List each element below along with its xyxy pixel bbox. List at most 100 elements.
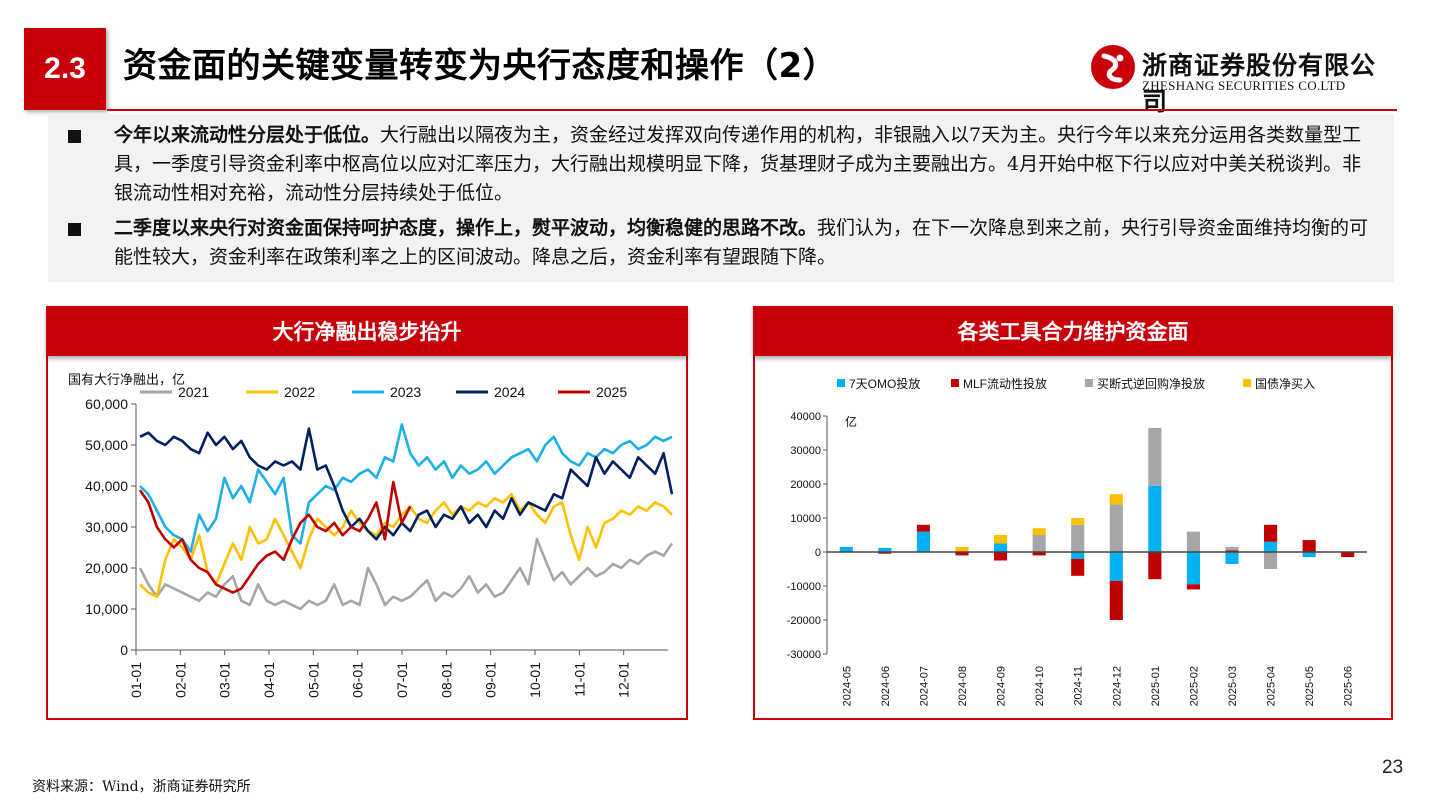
bar-segment-2024-09-MLF流动性投放 — [994, 552, 1008, 561]
line-chart-x-tick-label: 08-01 — [438, 662, 454, 698]
bar-segment-2025-02-买断式逆回购净投放 — [1186, 531, 1200, 552]
line-chart-x-tick-label: 07-01 — [394, 662, 410, 698]
section-number-badge: 2.3 — [24, 28, 106, 110]
bar-segment-2024-06-7天OMO投放 — [878, 547, 892, 552]
bullet-2-headline: 二季度以来央行对资金面保持呵护态度，操作上，熨平波动，均衡稳健的思路不改。 — [114, 217, 818, 239]
bar-segment-2025-02-MLF流动性投放 — [1186, 584, 1200, 590]
line-chart-y-tick-label: 20,000 — [85, 560, 128, 576]
line-series-2025 — [138, 480, 412, 594]
legend-label-7天OMO投放: 7天OMO投放 — [849, 376, 920, 391]
legend-swatch-7天OMO投放 — [837, 379, 845, 387]
zheshang-logo-icon — [1091, 45, 1135, 89]
legend-label-MLF流动性投放: MLF流动性投放 — [963, 376, 1047, 391]
bar-chart-y-tick-label: -20000 — [787, 615, 821, 627]
bar-chart-x-tick-label: 2025-02 — [1188, 666, 1200, 706]
bar-segment-2024-10-国债净买入 — [1032, 528, 1046, 535]
bullet-point-1: 今年以来流动性分层处于低位。大行融出以隔夜为主，资金经过发挥双向传递作用的机构，… — [68, 121, 1374, 208]
line-series-2021 — [138, 538, 674, 611]
bar-segment-2025-04-MLF流动性投放 — [1264, 524, 1278, 542]
bar-segment-2025-05-MLF流动性投放 — [1302, 540, 1316, 552]
header-divider — [107, 109, 1397, 111]
line-chart-x-tick-label: 02-01 — [172, 662, 188, 698]
bar-segment-2024-10-买断式逆回购净投放 — [1032, 535, 1046, 552]
bar-segment-2024-11-国债净买入 — [1071, 518, 1085, 525]
bar-chart-x-tick-label: 2024-05 — [841, 666, 853, 706]
line-series-2024 — [139, 427, 674, 541]
line-chart-x-tick-label: 04-01 — [261, 662, 277, 698]
line-chart-y-tick-label: 0 — [120, 642, 128, 658]
line-chart-x-tick-label: 09-01 — [483, 662, 499, 698]
bar-chart-y-tick-label: 10000 — [790, 513, 821, 525]
bar-chart-y-tick-label: 40000 — [790, 411, 821, 423]
bar-chart-x-tick-label: 2025-06 — [1343, 666, 1355, 706]
bar-chart-x-tick-label: 2025-04 — [1266, 666, 1278, 706]
bar-chart-x-tick-label: 2024-09 — [996, 666, 1008, 706]
line-chart-ylabel: 国有大行净融出，亿 — [68, 372, 185, 387]
large-bank-net-lending-line-chart: 国有大行净融出，亿 60,000 50,000 40,000 30,000 20,000 1… — [68, 372, 674, 698]
line-chart-x-tick-label: 01-01 — [128, 662, 144, 698]
bar-segment-2025-05-7天OMO投放 — [1302, 552, 1316, 558]
bar-chart-x-tick-label: 2025-01 — [1150, 666, 1162, 706]
line-chart-y-tick-label: 50,000 — [85, 437, 128, 453]
right-chart-title: 各类工具合力维护资金面 — [753, 306, 1393, 356]
right-chart-panel: 各类工具合力维护资金面 7天OMO投放 MLF流动性投放 买断式逆回购净投放 国债净买… — [753, 306, 1393, 720]
summary-panel: 今年以来流动性分层处于低位。大行融出以隔夜为主，资金经过发挥双向传递作用的机构，… — [48, 114, 1394, 282]
legend-label-2025: 2025 — [596, 384, 627, 400]
line-chart-y-tick-label: 40,000 — [85, 478, 128, 494]
logo-english-name: ZHESHANG SECURITIES CO.LTD — [1142, 78, 1346, 93]
legend-swatch-买断式逆回购净投放 — [1085, 379, 1093, 387]
page-title: 资金面的关键变量转变为央行态度和操作（2） — [123, 46, 838, 86]
bar-segment-2024-08-MLF流动性投放 — [955, 552, 969, 556]
bar-chart-ylabel: 亿 — [845, 414, 857, 429]
line-chart-x-tick-label: 11-01 — [571, 662, 587, 697]
line-chart-x-tick-label: 06-01 — [350, 662, 366, 698]
bar-segment-2024-12-国债净买入 — [1109, 494, 1123, 505]
bar-segment-2024-08-国债净买入 — [955, 546, 969, 552]
bullet-1-headline: 今年以来流动性分层处于低位。 — [114, 124, 381, 146]
bar-chart-x-tick-label: 2025-03 — [1227, 666, 1239, 706]
bar-segment-2025-03-买断式逆回购净投放 — [1225, 546, 1239, 551]
line-chart-x-tick-label: 12-01 — [616, 662, 632, 698]
bar-chart-y-tick-label: 30000 — [790, 445, 821, 457]
line-series-2023 — [139, 423, 673, 553]
bar-segment-2024-07-MLF流动性投放 — [916, 524, 930, 532]
bar-segment-2025-01-7天OMO投放 — [1148, 485, 1162, 552]
left-chart-title: 大行净融出稳步抬升 — [46, 306, 688, 356]
bullet-point-2: 二季度以来央行对资金面保持呵护态度，操作上，熨平波动，均衡稳健的思路不改。我们认… — [68, 214, 1374, 272]
left-chart-panel: 大行净融出稳步抬升 国有大行净融出，亿 60,000 50,000 40,000 30,… — [46, 306, 688, 720]
bar-chart-x-tick-label: 2024-12 — [1111, 666, 1123, 706]
legend-label-2022: 2022 — [284, 384, 315, 400]
bar-segment-2024-12-MLF流动性投放 — [1109, 580, 1123, 620]
bar-segment-2025-01-买断式逆回购净投放 — [1148, 427, 1162, 486]
bar-segment-2024-07-7天OMO投放 — [916, 531, 930, 552]
bar-chart-y-tick-label: 0 — [815, 547, 821, 559]
line-chart-y-tick-label: 10,000 — [85, 601, 128, 617]
line-chart-y-tick-label: 30,000 — [85, 519, 128, 535]
bar-segment-2024-09-国债净买入 — [994, 535, 1008, 544]
bar-segment-2025-04-买断式逆回购净投放 — [1264, 552, 1278, 569]
bar-chart-x-tick-label: 2025-05 — [1304, 666, 1316, 706]
bar-segment-2024-12-买断式逆回购净投放 — [1109, 504, 1123, 552]
bar-chart-x-tick-label: 2024-10 — [1034, 666, 1046, 706]
bar-segment-2025-03-MLF流动性投放 — [1225, 550, 1239, 552]
square-bullet-icon — [68, 130, 81, 143]
bar-segment-2024-11-买断式逆回购净投放 — [1071, 524, 1085, 552]
legend-swatch-国债净买入 — [1243, 379, 1251, 387]
bar-segment-2025-01-MLF流动性投放 — [1148, 552, 1162, 580]
square-bullet-icon — [68, 223, 81, 236]
line-chart-x-tick-label: 05-01 — [305, 662, 321, 698]
bar-segment-2025-03-7天OMO投放 — [1225, 552, 1239, 564]
line-chart-x-tick-label: 03-01 — [217, 662, 233, 698]
bar-segment-2024-12-7天OMO投放 — [1109, 552, 1123, 581]
bar-segment-2025-02-7天OMO投放 — [1186, 552, 1200, 585]
company-logo: 浙商证券股份有限公司 ZHESHANG SECURITIES CO.LTD — [1090, 44, 1390, 116]
bullet-1-text: 大行融出以隔夜为主，资金经过发挥双向传递作用的机构，非银融入以7天为主。央行今年… — [114, 124, 1362, 204]
bar-segment-2024-11-MLF流动性投放 — [1071, 558, 1085, 576]
legend-label-2023: 2023 — [390, 384, 421, 400]
page-number: 23 — [1382, 757, 1404, 778]
bar-chart-y-tick-label: -10000 — [787, 581, 821, 593]
bullet-2-text: 我们认为，在下一次降息到来之前，央行引导资金面维持均衡的可能性较大，资金利率在政… — [114, 217, 1369, 268]
logo-chinese-name: 浙商证券股份有限公司 — [1142, 51, 1377, 116]
line-chart-x-tick-label: 10-01 — [527, 662, 543, 698]
